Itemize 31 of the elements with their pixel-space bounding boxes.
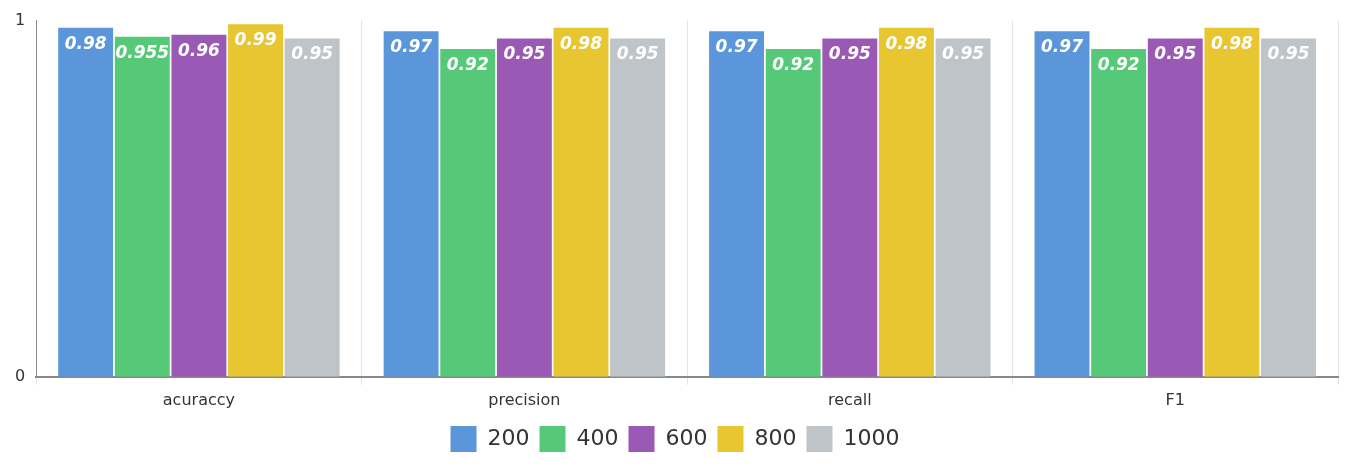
legend-label: 600	[665, 424, 708, 450]
data-label: 0.97	[390, 36, 433, 57]
data-label: 0.98	[1210, 32, 1254, 53]
data-label: 0.95	[503, 43, 546, 64]
data-label: 0.92	[1097, 54, 1140, 75]
x-tick-label: F1	[1165, 389, 1185, 409]
data-label: 0.92	[446, 54, 489, 75]
data-label: 0.96	[177, 39, 221, 60]
legend-label: 800	[754, 424, 797, 450]
x-tick-label: precision	[488, 389, 561, 409]
legend-label: 400	[576, 424, 619, 450]
data-label: 0.97	[1041, 36, 1084, 57]
x-tick-label: recall	[828, 389, 872, 409]
data-label: 0.98	[64, 32, 107, 53]
y-tick-label: 0	[14, 365, 26, 385]
data-label: 0.95	[1267, 43, 1310, 64]
data-label: 0.95	[828, 43, 871, 64]
y-tick-label: 1	[14, 9, 26, 29]
data-label: 0.98	[560, 32, 603, 53]
legend-label: 1000	[843, 424, 900, 450]
data-label: 0.95	[616, 43, 659, 64]
data-label: 0.955	[115, 41, 170, 62]
legend-label: 200	[487, 424, 530, 450]
x-tick-label: acuraccy	[162, 389, 235, 409]
data-label: 0.95	[1154, 43, 1197, 64]
data-label: 0.92	[772, 54, 815, 75]
data-label: 0.98	[885, 32, 928, 53]
data-label: 0.97	[715, 36, 758, 57]
data-label: 0.95	[942, 43, 985, 64]
data-label: 0.95	[291, 43, 334, 64]
data-label: 0.99	[234, 29, 277, 50]
